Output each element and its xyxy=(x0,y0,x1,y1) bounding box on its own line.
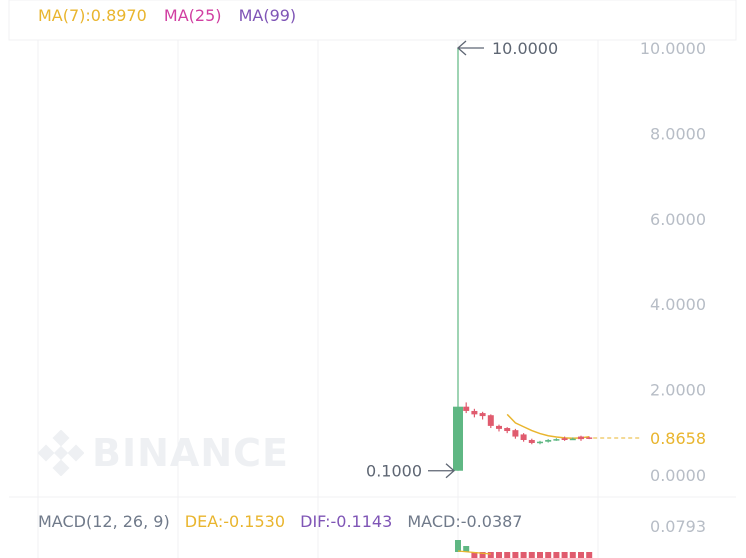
y-tick-label: 8.0000 xyxy=(650,124,706,143)
candle xyxy=(569,437,576,441)
candle xyxy=(561,436,568,441)
candle-body xyxy=(561,438,568,440)
macd-bar xyxy=(537,552,543,558)
low-arrow xyxy=(428,463,455,479)
macd-bar xyxy=(561,552,568,558)
ma-legend: MA(7):0.8970 MA(25) MA(99) xyxy=(38,6,308,25)
candle-body xyxy=(528,439,535,443)
candle-body xyxy=(504,428,511,432)
candle-body xyxy=(520,434,527,440)
macd-histogram xyxy=(455,540,593,558)
high-arrow xyxy=(457,40,484,56)
candlestick-series xyxy=(453,48,593,471)
candle xyxy=(512,428,519,439)
macd-bar xyxy=(463,546,470,552)
macd-value: MACD:-0.0387 xyxy=(407,512,523,531)
chart-annotations: 10.0000 0.1000 xyxy=(366,39,558,481)
candle-body xyxy=(453,406,463,471)
candle xyxy=(453,48,463,471)
macd-bar xyxy=(471,552,478,558)
macd-bar xyxy=(528,552,535,558)
y-tick-label: 10.0000 xyxy=(640,39,706,58)
macd-bar xyxy=(504,552,511,558)
candle xyxy=(496,424,502,432)
watermark-text: BINANCE xyxy=(92,431,289,475)
candle xyxy=(553,438,560,441)
macd-bar xyxy=(586,552,593,558)
candle-body xyxy=(545,439,552,442)
candle-body xyxy=(537,441,543,444)
ma7-line xyxy=(506,413,590,440)
candle xyxy=(463,402,470,414)
y-tick-label: 0.0000 xyxy=(650,466,706,485)
candle xyxy=(537,440,543,445)
candle xyxy=(504,427,511,434)
y-tick-label: 6.0000 xyxy=(650,210,706,229)
candle-body xyxy=(512,430,519,437)
macd-bar xyxy=(479,552,486,558)
legend-ma7: MA(7):0.8970 xyxy=(38,6,147,25)
candle-body xyxy=(471,410,478,415)
candle xyxy=(578,435,584,441)
price-axis: 10.0000 8.0000 6.0000 4.0000 2.0000 0.0000 0.0… xyxy=(593,39,706,536)
legend-ma99: MA(99) xyxy=(238,6,297,25)
macd-dif: DIF:-0.1143 xyxy=(300,512,393,531)
macd-bar xyxy=(455,540,461,552)
candle-body xyxy=(479,413,486,417)
macd-bar xyxy=(520,552,527,558)
macd-bar xyxy=(487,552,494,558)
legend-ma25: MA(25) xyxy=(163,6,222,25)
candle xyxy=(487,414,494,429)
candle-body xyxy=(463,406,470,411)
y-tick-label: 2.0000 xyxy=(650,381,706,400)
high-annotation: 10.0000 xyxy=(492,39,558,58)
low-annotation: 0.1000 xyxy=(366,462,422,481)
candle xyxy=(471,408,478,418)
legend-frame xyxy=(8,0,737,41)
candle xyxy=(586,436,593,440)
macd-bar xyxy=(578,552,584,558)
candle xyxy=(545,439,552,443)
y-tick-label: 4.0000 xyxy=(650,295,706,314)
candle xyxy=(528,438,535,445)
candle-body xyxy=(569,438,576,441)
watermark: BINANCE xyxy=(38,430,289,476)
candle xyxy=(520,433,527,442)
macd-bar xyxy=(569,552,576,558)
macd-legend: MACD(12, 26, 9) DEA:-0.1530 DIF:-0.1143 … xyxy=(38,512,532,531)
candle-body xyxy=(496,425,502,429)
candle-body xyxy=(487,415,494,426)
moving-average-lines xyxy=(506,413,590,440)
macd-bar xyxy=(496,552,502,558)
dea-line xyxy=(457,550,491,555)
candle xyxy=(479,411,486,420)
macd-bar xyxy=(545,552,552,558)
macd-bar xyxy=(512,552,519,558)
macd-title: MACD(12, 26, 9) xyxy=(38,512,170,531)
macd-bar xyxy=(553,552,560,558)
candle-body xyxy=(578,436,584,440)
binance-logo-icon xyxy=(38,430,84,476)
candle-body xyxy=(586,437,593,439)
last-price-label: 0.8658 xyxy=(650,429,706,448)
macd-axis-label: 0.0793 xyxy=(650,517,706,536)
candle-body xyxy=(553,439,560,441)
macd-dea: DEA:-0.1530 xyxy=(184,512,286,531)
